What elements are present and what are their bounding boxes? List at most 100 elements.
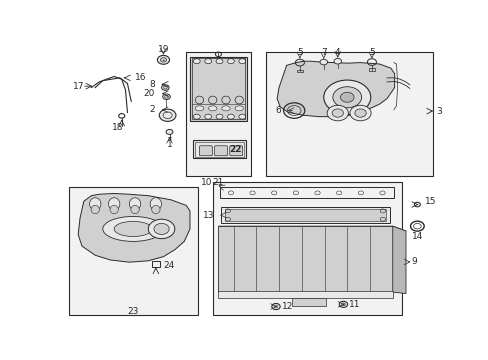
- Ellipse shape: [195, 106, 203, 111]
- Text: 9: 9: [411, 257, 417, 266]
- Circle shape: [349, 105, 370, 121]
- Ellipse shape: [89, 198, 101, 210]
- Bar: [218, 291, 392, 298]
- Polygon shape: [218, 226, 405, 231]
- Bar: [68, 187, 197, 315]
- Circle shape: [238, 114, 245, 119]
- Circle shape: [193, 114, 200, 119]
- Text: 16: 16: [135, 73, 146, 82]
- Bar: [219, 187, 393, 198]
- Circle shape: [204, 114, 211, 119]
- Ellipse shape: [208, 106, 217, 111]
- Ellipse shape: [129, 198, 141, 210]
- Ellipse shape: [195, 96, 203, 104]
- Circle shape: [193, 59, 200, 64]
- Text: 7: 7: [320, 48, 326, 57]
- Bar: [189, 57, 246, 121]
- Polygon shape: [292, 298, 326, 306]
- Text: 10: 10: [201, 178, 212, 187]
- Bar: [296, 69, 302, 72]
- Text: 3: 3: [435, 107, 441, 116]
- Text: 22: 22: [228, 145, 241, 154]
- Ellipse shape: [222, 96, 230, 104]
- Circle shape: [216, 59, 223, 64]
- Bar: [212, 182, 401, 315]
- Text: 5: 5: [296, 48, 302, 57]
- Text: 11: 11: [348, 300, 360, 309]
- Ellipse shape: [131, 205, 139, 214]
- Circle shape: [157, 55, 169, 64]
- Bar: [191, 58, 244, 120]
- Circle shape: [238, 59, 245, 64]
- Circle shape: [340, 92, 353, 102]
- Circle shape: [163, 94, 170, 99]
- Text: 19: 19: [157, 45, 169, 54]
- Ellipse shape: [235, 106, 243, 111]
- Bar: [224, 209, 385, 221]
- Text: 1: 1: [166, 140, 172, 149]
- Circle shape: [154, 223, 169, 234]
- FancyBboxPatch shape: [229, 146, 242, 156]
- Bar: [368, 68, 374, 71]
- Circle shape: [161, 85, 169, 90]
- Bar: [195, 142, 244, 157]
- Text: 14: 14: [411, 232, 422, 241]
- Text: 24: 24: [163, 261, 174, 270]
- Ellipse shape: [102, 216, 163, 242]
- Ellipse shape: [114, 221, 152, 237]
- Ellipse shape: [151, 205, 160, 214]
- Text: 15: 15: [424, 197, 436, 206]
- Ellipse shape: [222, 106, 230, 111]
- Circle shape: [196, 98, 202, 102]
- Ellipse shape: [150, 198, 161, 210]
- Circle shape: [159, 109, 176, 121]
- Ellipse shape: [91, 205, 99, 214]
- Circle shape: [227, 59, 234, 64]
- Ellipse shape: [110, 205, 118, 214]
- Polygon shape: [277, 61, 394, 117]
- Bar: [152, 261, 159, 267]
- Circle shape: [148, 219, 175, 239]
- FancyBboxPatch shape: [214, 146, 227, 156]
- Circle shape: [354, 109, 366, 117]
- Circle shape: [319, 59, 327, 65]
- Text: 4: 4: [334, 48, 340, 57]
- Circle shape: [333, 58, 341, 64]
- Text: 12: 12: [281, 302, 292, 311]
- Text: 8: 8: [149, 80, 155, 89]
- Circle shape: [210, 98, 215, 102]
- Circle shape: [339, 301, 347, 307]
- Circle shape: [163, 86, 167, 89]
- Circle shape: [160, 58, 166, 62]
- Ellipse shape: [108, 198, 120, 210]
- Circle shape: [223, 98, 228, 102]
- Circle shape: [166, 129, 173, 134]
- Bar: [186, 51, 250, 176]
- Circle shape: [341, 303, 345, 306]
- Circle shape: [164, 95, 168, 98]
- Polygon shape: [218, 226, 392, 292]
- Circle shape: [332, 87, 361, 108]
- Text: 13: 13: [203, 211, 214, 220]
- Text: 18: 18: [111, 123, 122, 132]
- Text: 17: 17: [72, 82, 84, 91]
- Text: 23: 23: [127, 307, 139, 316]
- Circle shape: [227, 114, 234, 119]
- Circle shape: [326, 105, 347, 121]
- Bar: [221, 207, 389, 223]
- Circle shape: [323, 80, 370, 114]
- FancyBboxPatch shape: [199, 146, 212, 156]
- Polygon shape: [392, 226, 405, 293]
- Circle shape: [216, 114, 223, 119]
- Text: 2: 2: [149, 105, 155, 114]
- Text: 20: 20: [142, 89, 154, 98]
- Circle shape: [204, 59, 211, 64]
- Circle shape: [236, 98, 242, 102]
- Text: 5: 5: [368, 48, 374, 57]
- Text: 21: 21: [212, 178, 224, 187]
- Ellipse shape: [235, 96, 243, 104]
- Circle shape: [331, 109, 343, 117]
- Bar: [265, 51, 432, 176]
- Text: 6: 6: [275, 106, 280, 115]
- Bar: [193, 140, 245, 158]
